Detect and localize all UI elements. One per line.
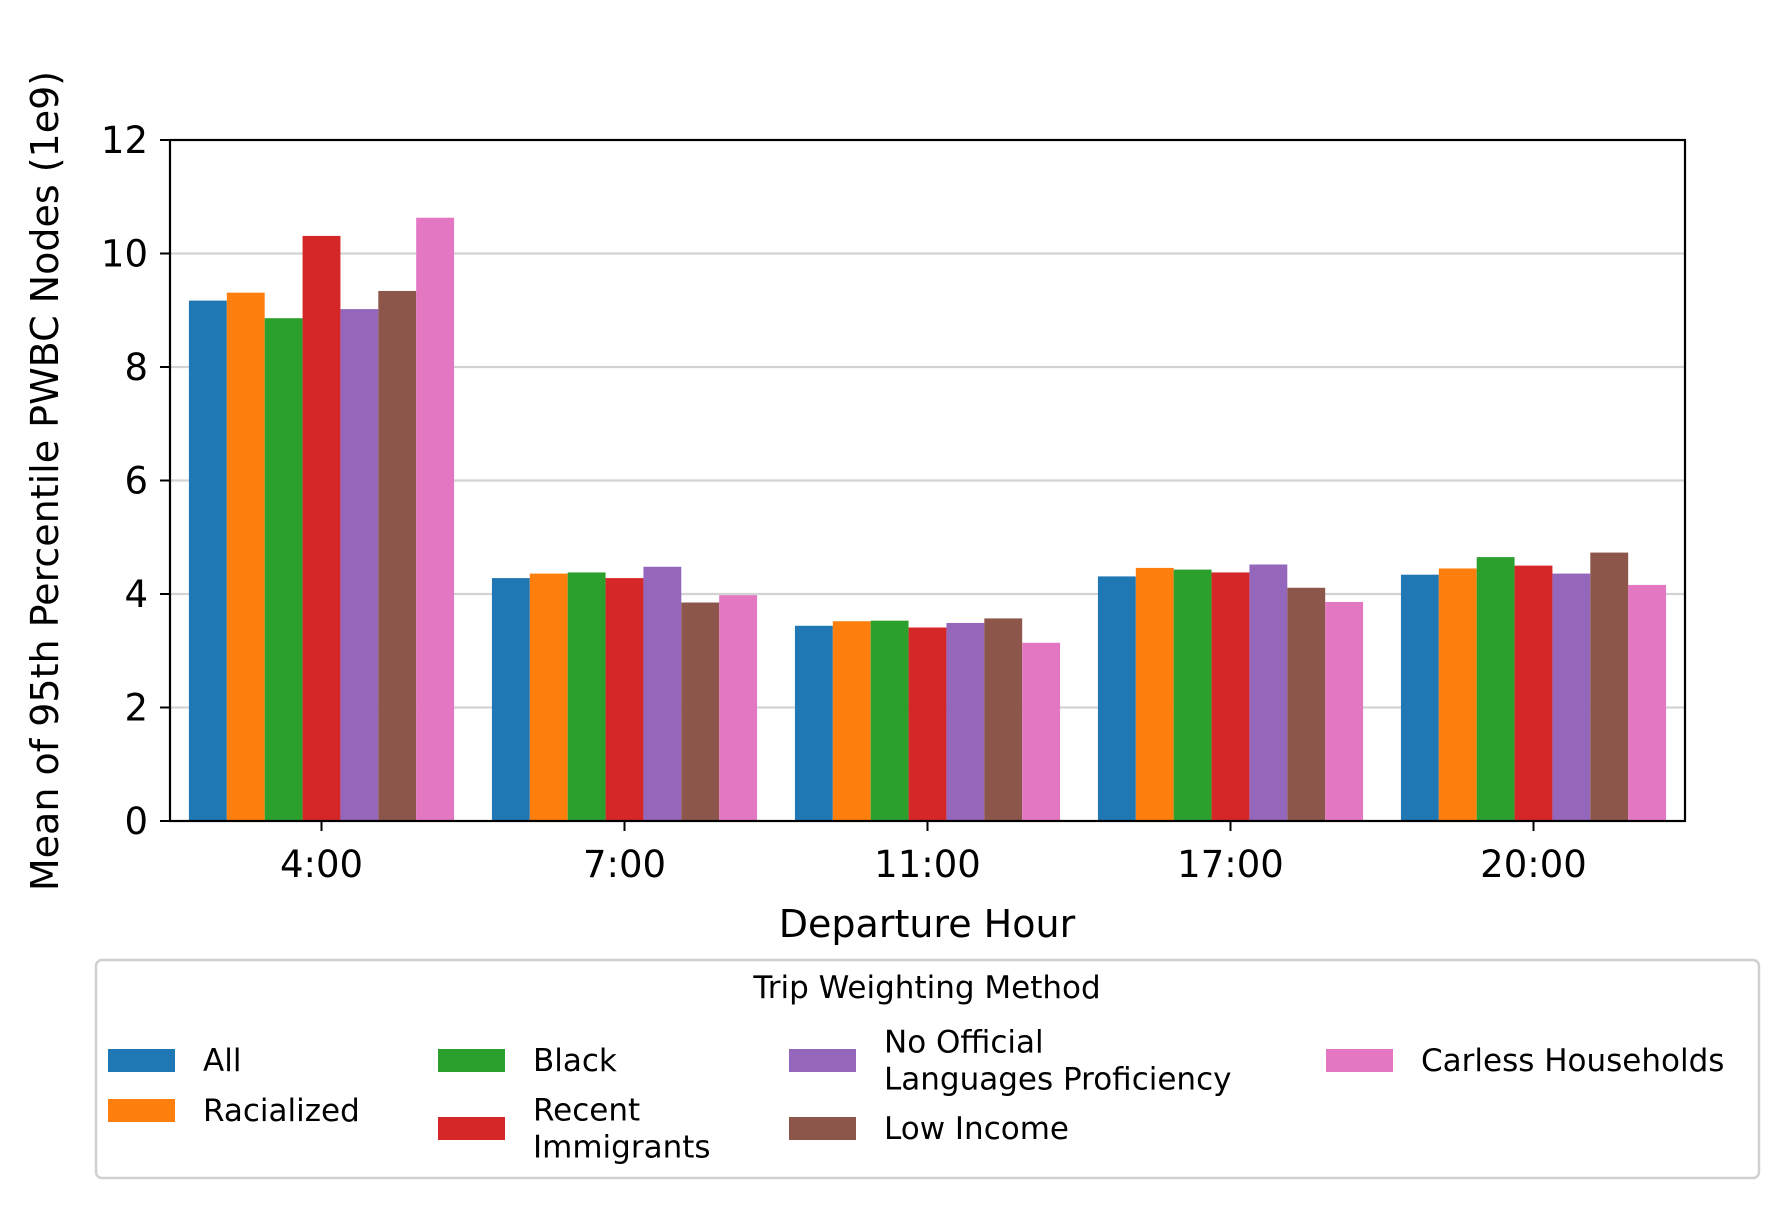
x-axis-title: Departure Hour bbox=[779, 902, 1076, 946]
x-axis: 4:00 7:00 11:00 17:00 20:00 bbox=[280, 821, 1587, 886]
legend-swatch bbox=[108, 1099, 175, 1122]
legend-label: Low Income bbox=[884, 1111, 1069, 1147]
bar bbox=[188, 300, 227, 821]
bar bbox=[1438, 568, 1477, 821]
bar bbox=[302, 235, 341, 822]
bar bbox=[416, 217, 455, 821]
bar bbox=[870, 620, 909, 821]
legend-swatch bbox=[108, 1049, 175, 1072]
legend-swatch bbox=[438, 1049, 505, 1072]
x-tick-label: 11:00 bbox=[874, 843, 981, 886]
bar bbox=[226, 292, 265, 822]
bar bbox=[643, 566, 682, 821]
bar bbox=[1476, 557, 1515, 821]
y-tick-label: 12 bbox=[101, 119, 148, 162]
y-tick-label: 0 bbox=[124, 800, 148, 843]
bar bbox=[908, 627, 947, 821]
bar bbox=[832, 621, 871, 821]
bar bbox=[491, 578, 530, 821]
bars bbox=[188, 217, 1667, 822]
y-tick-label: 8 bbox=[124, 346, 148, 389]
legend-items: All Racialized Black Recent Immigrants No Off… bbox=[108, 1025, 1724, 1166]
bar bbox=[1173, 569, 1212, 821]
bar bbox=[1135, 567, 1174, 821]
bar bbox=[567, 572, 606, 821]
bar bbox=[378, 290, 417, 822]
y-axis-title: Mean of 95th Percentile PWBC Nodes (1e9) bbox=[23, 71, 67, 891]
legend-label: Black bbox=[533, 1043, 617, 1079]
bar bbox=[1325, 601, 1364, 821]
bar bbox=[340, 309, 379, 821]
legend-swatch bbox=[438, 1117, 505, 1140]
legend: Trip Weighting Method All Racialized Black… bbox=[94, 958, 1761, 1180]
legend-label: Racialized bbox=[203, 1093, 360, 1129]
y-tick-label: 6 bbox=[124, 460, 148, 503]
y-tick-label: 2 bbox=[124, 687, 148, 730]
bar bbox=[719, 595, 758, 821]
legend-frame bbox=[94, 958, 1761, 1180]
bar bbox=[1287, 587, 1326, 821]
y-tick-label: 4 bbox=[124, 573, 148, 616]
legend-swatch bbox=[789, 1117, 856, 1140]
bar bbox=[1590, 552, 1629, 821]
bar bbox=[946, 622, 985, 821]
legend-label: All bbox=[203, 1043, 241, 1079]
bar bbox=[605, 578, 644, 821]
y-axis: 0 2 4 6 8 10 12 bbox=[101, 119, 170, 843]
x-tick-label: 17:00 bbox=[1177, 843, 1284, 886]
x-tick-label: 4:00 bbox=[280, 843, 363, 886]
legend-label: Recent Immigrants bbox=[533, 1093, 711, 1166]
bar bbox=[1628, 584, 1667, 821]
bar bbox=[1211, 572, 1250, 821]
legend-label: No Official Languages Proficiency bbox=[884, 1025, 1231, 1098]
bar bbox=[984, 618, 1023, 821]
bar bbox=[264, 318, 303, 821]
legend-title: Trip Weighting Method bbox=[752, 970, 1100, 1006]
bar bbox=[529, 573, 568, 821]
bar bbox=[794, 625, 833, 821]
legend-swatch bbox=[789, 1049, 856, 1072]
legend-swatch bbox=[1326, 1049, 1393, 1072]
bar bbox=[1514, 565, 1553, 821]
bar bbox=[1022, 642, 1061, 821]
x-tick-label: 20:00 bbox=[1480, 843, 1587, 886]
x-tick-label: 7:00 bbox=[583, 843, 666, 886]
bar bbox=[1400, 574, 1439, 821]
bar bbox=[681, 602, 720, 821]
bar bbox=[1249, 564, 1288, 821]
bar bbox=[1552, 573, 1591, 821]
legend-label: Carless Households bbox=[1421, 1043, 1724, 1079]
bar bbox=[1097, 576, 1136, 821]
y-tick-label: 10 bbox=[101, 233, 148, 276]
